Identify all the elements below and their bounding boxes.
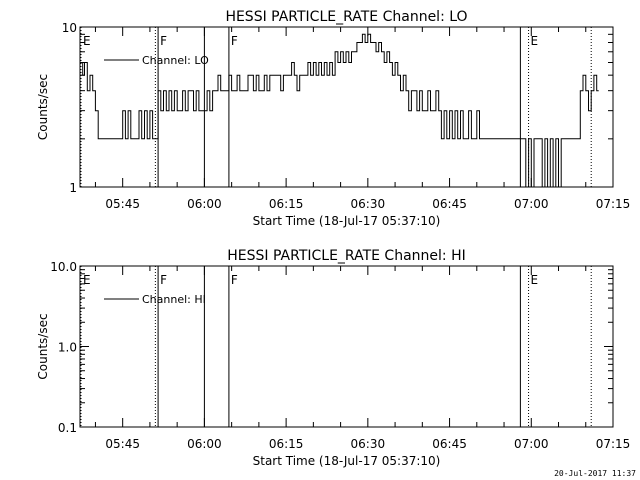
x-tick-label: 07:00 [514,197,549,211]
y-tick-label: 1.0 [58,341,77,355]
chart-panel-2: HESSI PARTICLE_RATE Channel: HI Counts/se… [36,248,630,468]
chart-title: HESSI PARTICLE_RATE Channel: HI [227,248,465,264]
x-tick-label: 05:45 [105,437,140,451]
x-tick-label: 06:15 [269,197,304,211]
x-tick-label: 06:45 [432,197,467,211]
x-tick-label: 06:00 [187,437,222,451]
y-axis-label: Counts/sec [36,74,50,140]
y-tick-label: 10.0 [50,260,77,274]
x-tick-label: 06:15 [269,437,304,451]
plot-frame [79,265,614,428]
x-tick-label: 06:30 [351,437,386,451]
x-tick-label: 07:00 [514,437,549,451]
x-tick-label: 06:30 [351,197,386,211]
y-tick-label: 0.1 [58,421,77,435]
x-tick-label: 06:45 [432,437,467,451]
y-tick-label: 1 [69,181,77,195]
legend-label: Channel: LO [142,54,209,67]
x-tick-label: 07:15 [596,437,631,451]
x-axis-label: Start Time (18-Jul-17 05:37:10) [253,214,441,228]
legend-label: Channel: HI [142,293,206,306]
event-marker-label: F [231,34,238,48]
event-marker-label: F [160,273,167,287]
x-axis-label: Start Time (18-Jul-17 05:37:10) [253,454,441,468]
series-line [80,33,599,188]
event-marker-label: E [531,273,539,287]
y-tick-label: 10 [62,21,77,35]
x-tick-label: 06:00 [187,197,222,211]
plot-frame [79,26,614,188]
event-marker-label: E [83,273,91,287]
event-marker-label: F [231,273,238,287]
chart-title: HESSI PARTICLE_RATE Channel: LO [225,9,467,25]
chart-panel-1: HESSI PARTICLE_RATE Channel: LO Counts/se… [36,9,630,228]
x-tick-label: 07:15 [596,197,631,211]
y-axis-label: Counts/sec [36,313,50,379]
event-marker-label: F [160,34,167,48]
footer-timestamp: 20-Jul-2017 11:37 [554,469,636,478]
event-marker-label: E [531,34,539,48]
x-tick-label: 05:45 [105,197,140,211]
event-marker-label: E [83,34,91,48]
